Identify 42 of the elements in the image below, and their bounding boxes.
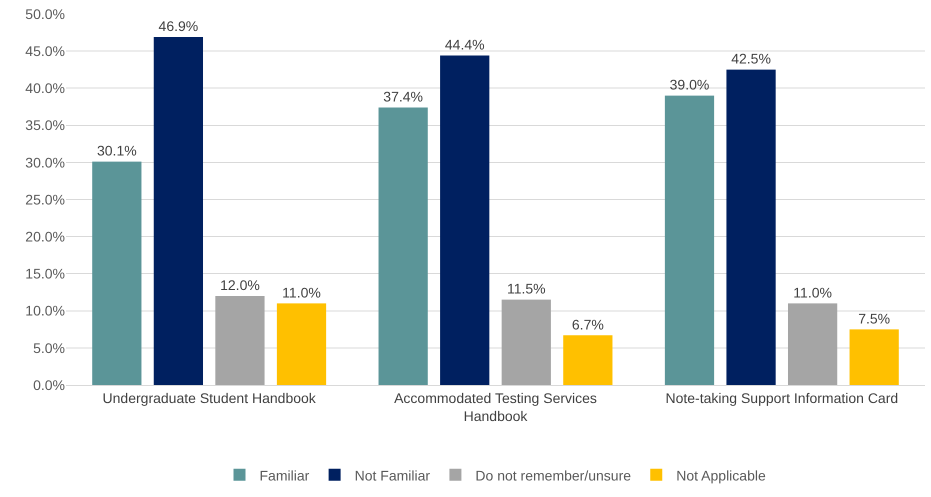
data-label: 11.0% (793, 284, 832, 300)
y-tick-label: 10.0% (25, 302, 65, 319)
x-tick-label: Accommodated Testing Services Handbook (394, 390, 597, 424)
x-tick-label: Note-taking Support Information Card (665, 390, 898, 406)
data-label: 11.5% (506, 280, 546, 297)
bar (563, 335, 612, 385)
data-label: 11.0% (282, 284, 321, 300)
bar (154, 37, 204, 385)
bar (664, 96, 714, 385)
data-label: 46.9% (158, 18, 198, 34)
bar (215, 296, 265, 385)
bar (92, 162, 142, 385)
data-label: 30.1% (96, 142, 137, 159)
data-label: 7.5% (858, 310, 890, 326)
y-tick-label: 40.0% (25, 80, 65, 96)
y-tick-label: 0.0% (33, 376, 65, 393)
bar (502, 300, 551, 385)
data-label: 44.4% (444, 36, 485, 53)
y-tick-label: 20.0% (25, 228, 65, 244)
legend-label: Not Applicable (676, 467, 766, 484)
y-tick-label: 25.0% (25, 191, 65, 208)
bar (788, 303, 838, 385)
y-tick-label: 50.0% (25, 6, 65, 22)
y-tick-label: 45.0% (25, 43, 65, 59)
bar (276, 303, 326, 385)
bar (850, 329, 899, 385)
x-tick-label: Undergraduate Student Handbook (102, 390, 317, 406)
data-label: 6.7% (572, 316, 604, 332)
data-label: 39.0% (670, 76, 710, 93)
data-label: 42.5% (731, 50, 771, 67)
y-tick-label: 30.0% (25, 154, 65, 170)
data-label: 37.4% (383, 88, 424, 104)
bar (378, 107, 428, 385)
y-tick-label: 15.0% (25, 266, 65, 282)
legend-label: Not Familiar (354, 467, 430, 484)
data-label: 12.0% (220, 276, 260, 293)
y-tick-label: 35.0% (25, 117, 65, 134)
bar (726, 70, 776, 385)
legend-label: Do not remember/unsure (475, 467, 632, 484)
bar (440, 56, 490, 385)
y-tick-label: 5.0% (33, 340, 65, 356)
legend-label: Familiar (260, 467, 310, 484)
